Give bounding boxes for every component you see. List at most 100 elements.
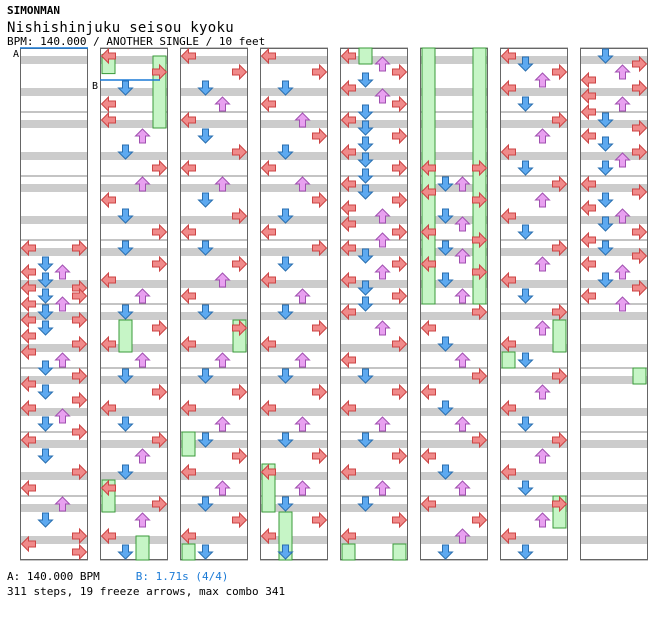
beat-stripe <box>260 152 328 160</box>
left-arrow <box>260 95 276 113</box>
right-arrow <box>632 279 648 297</box>
left-arrow <box>340 143 356 161</box>
down-arrow <box>37 288 54 304</box>
up-arrow <box>454 216 471 232</box>
left-arrow <box>580 199 596 217</box>
right-arrow <box>72 463 88 481</box>
left-arrow <box>260 271 276 289</box>
left-arrow <box>500 79 516 97</box>
down-arrow <box>197 368 214 384</box>
up-arrow <box>534 512 551 528</box>
right-arrow <box>232 63 248 81</box>
right-arrow <box>472 511 488 529</box>
up-arrow <box>294 352 311 368</box>
up-arrow <box>614 208 631 224</box>
right-arrow <box>472 367 488 385</box>
left-arrow <box>500 463 516 481</box>
up-arrow <box>534 256 551 272</box>
left-arrow <box>420 447 436 465</box>
down-arrow <box>357 104 374 120</box>
down-arrow <box>597 48 614 64</box>
down-arrow <box>357 296 374 312</box>
beat-stripe <box>20 312 88 320</box>
right-arrow <box>72 423 88 441</box>
column-frame <box>420 48 488 560</box>
right-arrow <box>472 303 488 321</box>
up-arrow <box>374 56 391 72</box>
beat-stripe <box>260 376 328 384</box>
up-arrow <box>534 320 551 336</box>
down-arrow <box>517 480 534 496</box>
down-arrow <box>37 272 54 288</box>
up-arrow <box>134 512 151 528</box>
right-arrow <box>552 111 568 129</box>
right-arrow <box>312 319 328 337</box>
beat-stripe <box>260 504 328 512</box>
up-arrow <box>294 112 311 128</box>
beat-stripe <box>340 56 408 64</box>
right-arrow <box>72 391 88 409</box>
up-arrow <box>374 88 391 104</box>
right-arrow <box>312 191 328 209</box>
beat-stripe <box>100 216 168 224</box>
beat-stripe <box>420 152 488 160</box>
left-arrow <box>340 271 356 289</box>
down-arrow <box>437 176 454 192</box>
beat-stripe <box>260 216 328 224</box>
down-arrow <box>517 352 534 368</box>
left-arrow <box>340 175 356 193</box>
down-arrow <box>37 384 54 400</box>
beat-stripe <box>100 248 168 256</box>
left-arrow <box>260 527 276 545</box>
left-arrow <box>340 199 356 217</box>
beat-stripe <box>580 376 648 384</box>
down-arrow <box>117 368 134 384</box>
left-arrow <box>580 231 596 249</box>
beat-stripe <box>260 312 328 320</box>
beat-stripe <box>500 120 568 128</box>
freeze-arrow <box>632 367 647 385</box>
right-arrow <box>312 511 328 529</box>
up-arrow <box>214 96 231 112</box>
left-arrow <box>340 47 356 65</box>
down-arrow <box>597 192 614 208</box>
beat-stripe <box>260 408 328 416</box>
down-arrow <box>277 144 294 160</box>
up-arrow <box>614 296 631 312</box>
beat-stripe <box>20 88 88 96</box>
beat-stripe <box>500 216 568 224</box>
beat-stripe <box>580 216 648 224</box>
beat-stripe <box>420 440 488 448</box>
beat-stripe <box>20 344 88 352</box>
down-arrow <box>277 256 294 272</box>
left-arrow <box>20 535 36 553</box>
left-arrow <box>180 287 196 305</box>
beat-stripe <box>500 440 568 448</box>
down-arrow <box>197 432 214 448</box>
freeze-arrow <box>358 47 373 65</box>
up-arrow <box>214 480 231 496</box>
left-arrow <box>20 431 36 449</box>
down-arrow <box>597 240 614 256</box>
left-arrow <box>260 47 276 65</box>
down-arrow <box>517 544 534 560</box>
down-arrow <box>37 416 54 432</box>
right-arrow <box>552 239 568 257</box>
right-arrow <box>632 247 648 265</box>
left-arrow <box>260 159 276 177</box>
down-arrow <box>517 56 534 72</box>
beat-stripe <box>180 472 248 480</box>
up-arrow <box>534 128 551 144</box>
chart-column <box>340 47 408 561</box>
beat-stripe <box>180 120 248 128</box>
beat-stripe <box>580 536 648 544</box>
right-arrow <box>152 159 168 177</box>
beat-stripe <box>420 408 488 416</box>
right-arrow <box>152 223 168 241</box>
beat-stripe <box>420 472 488 480</box>
beat-stripe <box>580 408 648 416</box>
up-arrow <box>454 480 471 496</box>
chart-column <box>500 47 568 561</box>
beat-stripe <box>500 408 568 416</box>
left-arrow <box>500 207 516 225</box>
